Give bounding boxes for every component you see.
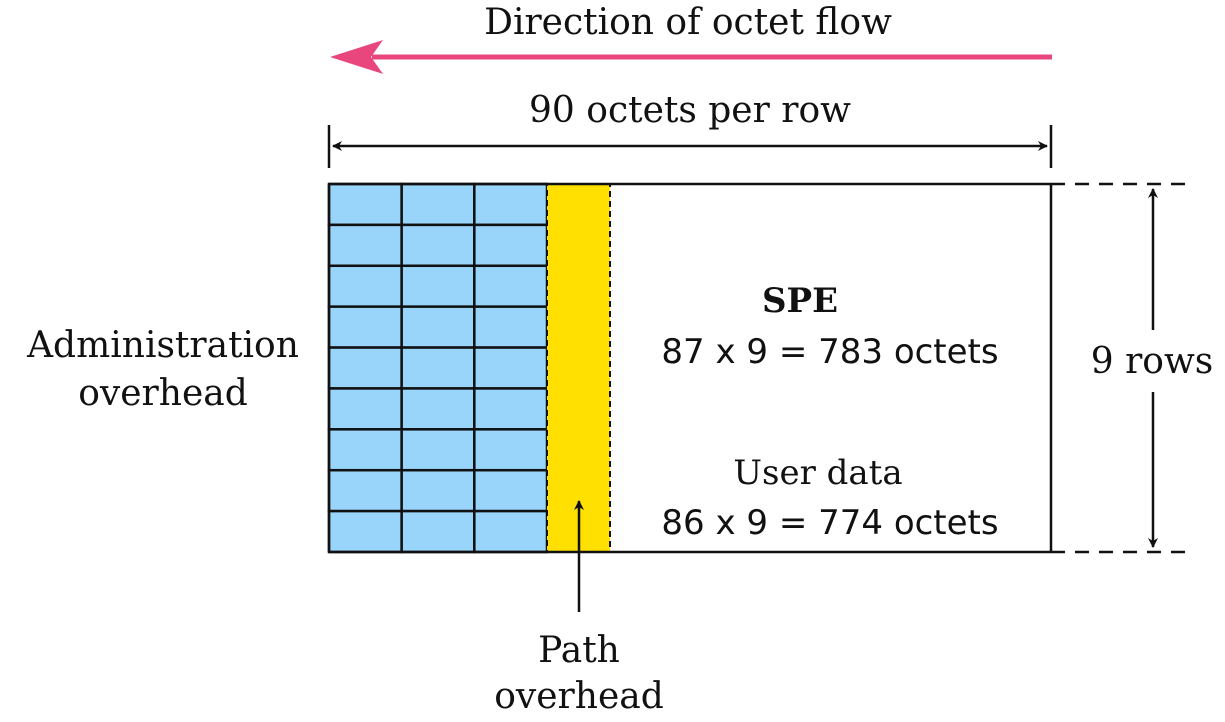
user-data-title: User data xyxy=(733,453,902,493)
overhead-cell xyxy=(474,307,547,348)
overhead-cell xyxy=(402,429,475,470)
flow-direction-arrow xyxy=(330,40,1052,74)
flow-direction-label: Direction of octet flow xyxy=(484,2,892,43)
overhead-cell xyxy=(474,470,547,511)
path-overhead-label-line2: overhead xyxy=(494,676,664,717)
overhead-cell xyxy=(402,307,475,348)
spe-title: SPE xyxy=(762,281,838,321)
overhead-cell xyxy=(402,348,475,389)
overhead-cell xyxy=(329,511,402,552)
spe-formula: 87 x 9 = 783 octets xyxy=(661,332,998,372)
admin-overhead-label-line2: overhead xyxy=(78,373,248,414)
user-data-formula: 86 x 9 = 774 octets xyxy=(661,503,998,543)
path-overhead-label-line1: Path xyxy=(538,630,620,671)
overhead-cell xyxy=(474,388,547,429)
path-overhead-column xyxy=(547,184,610,552)
overhead-cell xyxy=(474,225,547,266)
rows-label: 9 rows xyxy=(1091,341,1214,382)
overhead-cell xyxy=(402,225,475,266)
overhead-cell xyxy=(402,266,475,307)
overhead-cell xyxy=(474,266,547,307)
overhead-cell xyxy=(329,266,402,307)
overhead-cell xyxy=(402,388,475,429)
row-width-label: 90 octets per row xyxy=(529,90,851,131)
overhead-cell xyxy=(474,184,547,225)
overhead-cell xyxy=(474,511,547,552)
administration-overhead-grid xyxy=(329,184,547,552)
overhead-cell xyxy=(329,225,402,266)
overhead-cell xyxy=(474,429,547,470)
overhead-cell xyxy=(402,470,475,511)
overhead-cell xyxy=(329,348,402,389)
overhead-cell xyxy=(402,511,475,552)
overhead-cell xyxy=(329,307,402,348)
overhead-cell xyxy=(329,388,402,429)
overhead-cell xyxy=(329,429,402,470)
overhead-cell xyxy=(474,348,547,389)
admin-overhead-label-line1: Administration xyxy=(26,325,299,366)
overhead-cell xyxy=(402,184,475,225)
row-width-dimension xyxy=(329,125,1051,168)
overhead-cell xyxy=(329,184,402,225)
overhead-cell xyxy=(329,470,402,511)
